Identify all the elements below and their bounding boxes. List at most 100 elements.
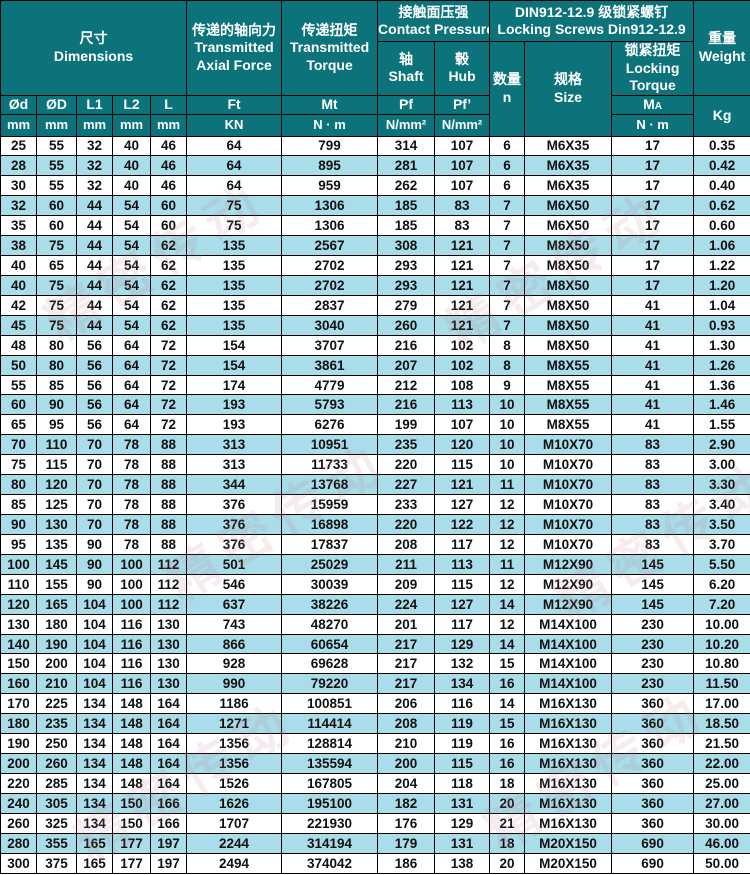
cell: 88	[151, 534, 187, 554]
cell: 17	[612, 216, 694, 236]
cell: 895	[282, 156, 378, 176]
cell: 85	[1, 495, 37, 515]
cell: 195100	[282, 793, 378, 813]
cell: 75	[1, 455, 37, 475]
cell: 54	[113, 236, 151, 256]
cell: 197	[151, 833, 187, 853]
cell: 60	[151, 196, 187, 216]
cell: 210	[37, 674, 77, 694]
cell: 206	[378, 694, 435, 714]
cell: 60	[37, 216, 77, 236]
cell: 90	[77, 534, 113, 554]
cell: 376	[187, 495, 282, 515]
cell: 1306	[282, 216, 378, 236]
header-group-weight-zh: 重量	[694, 30, 750, 48]
cell: 164	[151, 714, 187, 734]
cell: 1.22	[694, 256, 750, 276]
cell: 46	[151, 156, 187, 176]
cell: 83	[612, 435, 694, 455]
cell: 48	[1, 335, 37, 355]
cell: 30	[1, 176, 37, 196]
cell: 72	[151, 395, 187, 415]
cell: 300	[1, 853, 37, 873]
header-symbol-L: L	[151, 95, 187, 114]
cell: 17	[612, 275, 694, 295]
cell: 119	[435, 714, 490, 734]
cell: 55	[37, 156, 77, 176]
cell: 44	[77, 236, 113, 256]
cell: 16	[490, 734, 525, 754]
cell: 120	[1, 594, 37, 614]
cell: M6X35	[525, 156, 612, 176]
cell: 180	[1, 714, 37, 734]
cell: 1.46	[694, 395, 750, 415]
cell: 230	[612, 634, 694, 654]
cell: M8X55	[525, 375, 612, 395]
cell: 83	[435, 216, 490, 236]
cell: 167805	[282, 774, 378, 794]
cell: 164	[151, 734, 187, 754]
cell: 134	[77, 734, 113, 754]
cell: 7	[490, 275, 525, 295]
cell: M16X130	[525, 754, 612, 774]
cell: 233	[378, 495, 435, 515]
cell: 185	[378, 196, 435, 216]
cell: 108	[435, 375, 490, 395]
cell: 75	[37, 236, 77, 256]
cell: 210	[378, 734, 435, 754]
header-unit-nmm2-1: N/mm²	[378, 114, 435, 136]
cell: 6	[490, 136, 525, 156]
cell: 690	[612, 833, 694, 853]
cell: M20X150	[525, 833, 612, 853]
cell: 62	[151, 295, 187, 315]
cell: 1.04	[694, 295, 750, 315]
cell: 40	[1, 275, 37, 295]
cell: 56	[77, 355, 113, 375]
cell: 135	[187, 295, 282, 315]
cell: 135	[187, 275, 282, 295]
header-group-pressure-zh: 接触面压强	[378, 4, 489, 22]
cell: M6X50	[525, 216, 612, 236]
cell: 690	[612, 853, 694, 873]
cell: 11.50	[694, 674, 750, 694]
cell: 3.00	[694, 455, 750, 475]
cell: 15959	[282, 495, 378, 515]
header-unit-nm-2: N · m	[612, 114, 694, 136]
cell: M8X50	[525, 315, 612, 335]
cell: 70	[77, 515, 113, 535]
cell: M6X35	[525, 136, 612, 156]
cell: 260	[37, 754, 77, 774]
cell: 120	[435, 435, 490, 455]
cell: 56	[77, 415, 113, 435]
cell: 64	[187, 136, 282, 156]
cell: 360	[612, 793, 694, 813]
cell: M8X55	[525, 415, 612, 435]
cell: 134	[77, 793, 113, 813]
cell: 130	[151, 674, 187, 694]
cell: 355	[37, 833, 77, 853]
header-group-dimensions: 尺寸 Dimensions	[1, 1, 187, 96]
cell: 12	[490, 495, 525, 515]
cell: 200	[1, 754, 37, 774]
header-sub-locktorque-en2: Torque	[612, 77, 693, 95]
cell: 41	[612, 355, 694, 375]
cell: 28	[1, 156, 37, 176]
header-unit-mm-4: mm	[113, 114, 151, 136]
cell: 138	[435, 853, 490, 873]
cell: M20X150	[525, 853, 612, 873]
cell: M14X100	[525, 614, 612, 634]
cell: M8X50	[525, 335, 612, 355]
cell: 344	[187, 475, 282, 495]
cell: 127	[435, 495, 490, 515]
header-sub-shaft-zh: 轴	[378, 51, 434, 69]
cell: 150	[113, 793, 151, 813]
